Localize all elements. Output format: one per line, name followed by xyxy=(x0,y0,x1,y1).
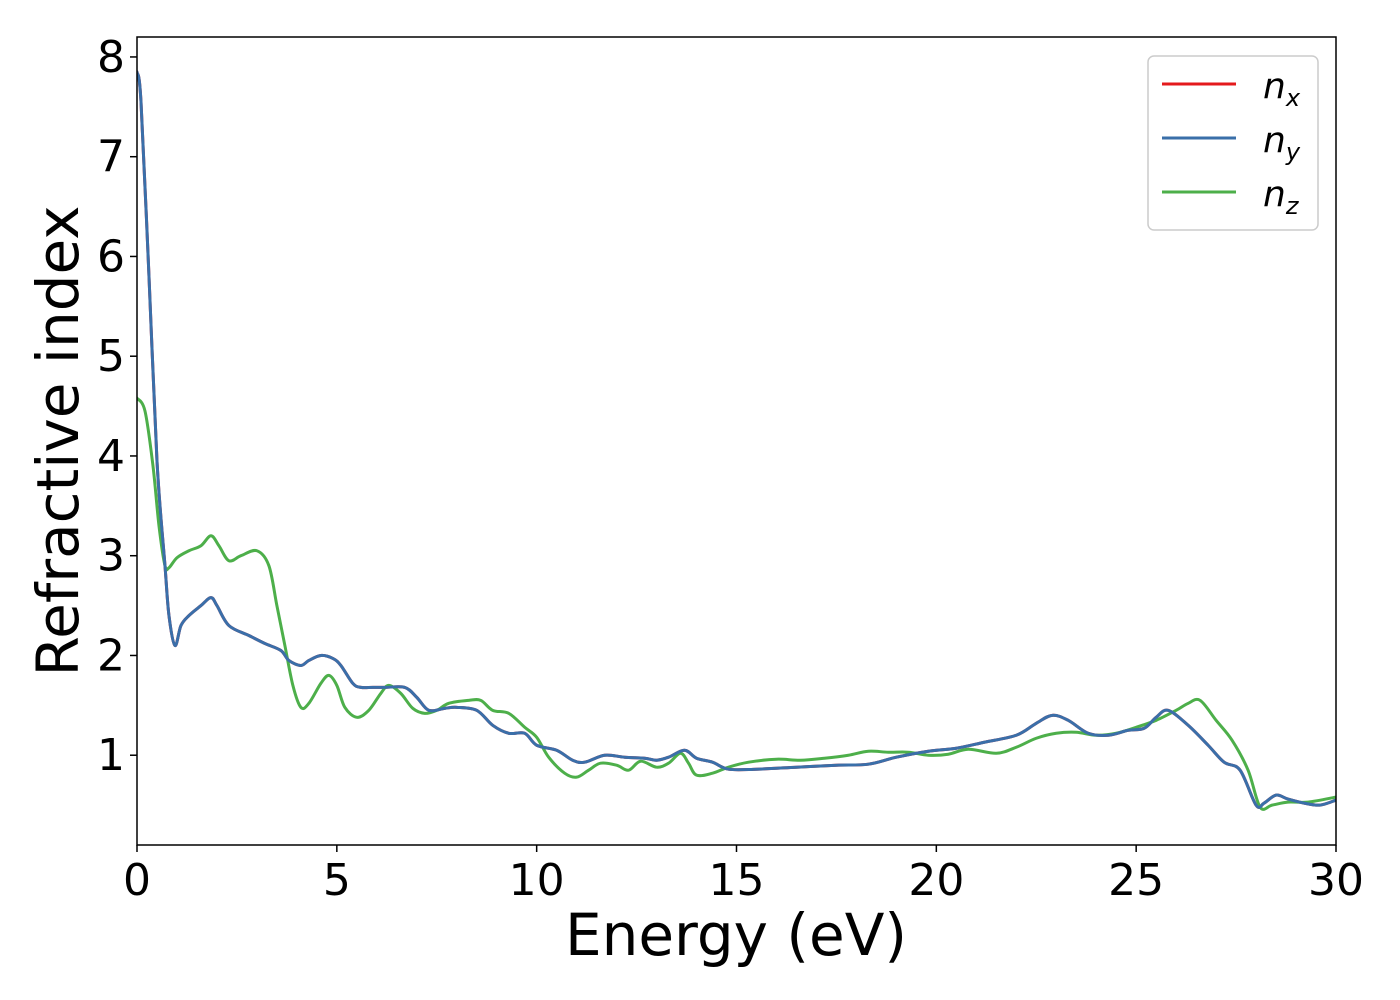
series-line-ny xyxy=(137,70,1336,809)
x-tick-label: 15 xyxy=(709,855,765,906)
legend-label-main: n xyxy=(1263,66,1286,107)
y-tick-label: 8 xyxy=(97,32,125,83)
y-axis: 1 2 3 4 5 6 7 8 xyxy=(97,32,137,781)
legend-box xyxy=(1147,55,1319,231)
series-line-nz xyxy=(137,396,1336,811)
x-tick-label: 5 xyxy=(323,855,351,906)
y-tick-label: 4 xyxy=(97,431,125,482)
x-tick-label: 30 xyxy=(1308,855,1364,906)
x-tick-label: 20 xyxy=(908,855,964,906)
x-tick-label: 10 xyxy=(509,855,565,906)
legend-label-subscript: z xyxy=(1285,192,1300,220)
y-tick-label: 3 xyxy=(97,531,125,582)
legend-label-subscript: y xyxy=(1285,138,1301,166)
y-axis-title: Refractive index xyxy=(24,205,92,676)
series-layer xyxy=(137,70,1336,811)
legend-label-nz: nz xyxy=(1263,174,1300,220)
x-axis: 0 5 10 15 20 25 30 xyxy=(123,845,1364,906)
y-tick-label: 2 xyxy=(97,630,125,681)
x-tick-label: 25 xyxy=(1108,855,1164,906)
legend-label-main: n xyxy=(1263,174,1286,215)
x-tick-label: 0 xyxy=(123,855,151,906)
legend-label-ny: ny xyxy=(1263,120,1301,166)
legend-label-nx: nx xyxy=(1263,66,1301,112)
y-tick-label: 6 xyxy=(97,231,125,282)
x-axis-title: Energy (eV) xyxy=(565,901,907,969)
legend-label-main: n xyxy=(1263,120,1286,161)
y-tick-label: 5 xyxy=(97,331,125,382)
y-tick-label: 1 xyxy=(97,730,125,781)
legend-label-subscript: x xyxy=(1285,84,1301,112)
y-tick-label: 7 xyxy=(97,132,125,183)
